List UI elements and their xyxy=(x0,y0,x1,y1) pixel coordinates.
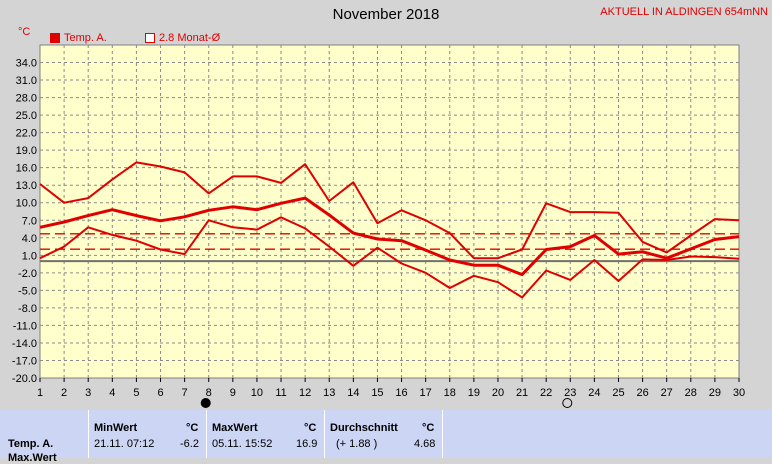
y-tick-label: 10.0 xyxy=(16,198,37,210)
stats-header-min-unit: °C xyxy=(186,422,199,434)
x-tick-label: 12 xyxy=(299,387,311,399)
stats-row-label: Temp. A. xyxy=(8,438,54,450)
y-tick-label: 31.0 xyxy=(16,75,37,87)
stats-header-min: MinWert xyxy=(94,422,138,434)
legend-item-monthly-mean: 2.8 Monat-Ø xyxy=(145,32,220,44)
stats-header-avg-unit: °C xyxy=(422,422,435,434)
stats-divider xyxy=(206,410,207,458)
new-moon-icon xyxy=(200,398,211,408)
y-tick-label: 22.0 xyxy=(16,128,37,140)
unit-label: °C xyxy=(18,26,31,38)
y-tick-label: 28.0 xyxy=(16,93,37,105)
x-tick-label: 29 xyxy=(709,387,721,399)
stats-max-time: 05.11. 15:52 xyxy=(212,438,273,450)
series-lines xyxy=(39,161,740,299)
full-moon-icon xyxy=(562,398,573,408)
stats-divider xyxy=(88,410,89,458)
x-tick-label: 21 xyxy=(516,387,528,399)
x-tick-label: 11 xyxy=(275,387,286,399)
y-tick-label: -8.0 xyxy=(18,303,37,315)
x-tick-label: 28 xyxy=(685,387,697,399)
x-tick-label: 2 xyxy=(61,387,67,399)
x-tick-label: 13 xyxy=(323,387,335,399)
y-tick-label: 19.0 xyxy=(16,145,37,157)
legend-item-temp: Temp. A. xyxy=(50,32,107,44)
legend-label-monthly-mean: 2.8 Monat-Ø xyxy=(159,32,221,44)
y-tick-label: -14.0 xyxy=(12,338,37,350)
stats-header-max-unit: °C xyxy=(304,422,317,434)
legend-label-temp: Temp. A. xyxy=(64,32,107,44)
series-line-min xyxy=(39,216,740,299)
x-tick-label: 30 xyxy=(733,387,745,399)
stats-header-avg: Durchschnitt xyxy=(330,422,398,434)
x-tick-label: 15 xyxy=(371,387,383,399)
x-tick-label: 24 xyxy=(588,387,600,399)
y-tick-label: 16.0 xyxy=(16,163,37,175)
y-tick-label: 4.0 xyxy=(22,233,37,245)
y-tick-label: -11.0 xyxy=(13,320,37,332)
x-tick-label: 18 xyxy=(444,387,456,399)
y-tick-label: -5.0 xyxy=(18,285,37,297)
legend-swatch-filled xyxy=(50,33,60,43)
y-tick-label: -2.0 xyxy=(18,268,37,280)
stats-avg-value: 4.68 xyxy=(414,438,436,450)
y-tick-label: 1.0 xyxy=(22,250,37,262)
x-tick-label: 4 xyxy=(109,387,115,399)
temperature-chart: 34.031.028.025.022.019.016.013.010.07.04… xyxy=(12,44,745,408)
x-tick-label: 5 xyxy=(133,387,139,399)
stats-header-max: MaxWert xyxy=(212,422,258,434)
y-tick-label: 7.0 xyxy=(22,215,37,227)
series-line-max xyxy=(39,161,740,260)
grid xyxy=(40,45,739,378)
stats-table: MinWert °C MaxWert °C Durchschnitt °C Te… xyxy=(0,410,772,464)
stats-divider xyxy=(442,410,443,458)
x-tick-label: 3 xyxy=(85,387,91,399)
legend-swatch-outline xyxy=(145,33,155,43)
x-tick-label: 10 xyxy=(251,387,263,399)
y-tick-label: 34.0 xyxy=(16,58,37,70)
x-tick-label: 14 xyxy=(347,387,359,399)
y-tick-label: -20.0 xyxy=(12,373,37,385)
x-tick-label: 1 xyxy=(37,387,43,399)
y-tick-label: 25.0 xyxy=(16,110,37,122)
x-tick-label: 20 xyxy=(492,387,504,399)
x-tick-label: 6 xyxy=(157,387,163,399)
x-tick-label: 23 xyxy=(564,387,576,399)
stats-row-label-2: Max.Wert xyxy=(8,452,57,464)
y-tick-label: 13.0 xyxy=(16,180,37,192)
x-tick-label: 16 xyxy=(395,387,407,399)
stats-max-value: 16.9 xyxy=(296,438,318,450)
stats-divider xyxy=(324,410,325,458)
x-tick-label: 17 xyxy=(420,387,432,399)
stats-avg-deviation: (+ 1.88 ) xyxy=(336,438,378,450)
x-tick-label: 19 xyxy=(468,387,480,399)
station-label: AKTUELL IN ALDINGEN 654mNN xyxy=(600,6,768,18)
chart-title: November 2018 xyxy=(332,6,440,23)
x-tick-label: 26 xyxy=(636,387,648,399)
x-tick-label: 9 xyxy=(230,387,236,399)
x-axis: 1 2 3 4 5 6 7 8 9 10 11 12 13 14 15 16 17 18 19 20 21 22 23 24 2… xyxy=(37,378,745,399)
x-tick-label: 22 xyxy=(540,387,552,399)
y-axis: 34.0 31.0 28.0 25.0 22.0 19.0 16.0 13.0 10.0 7.0 4… xyxy=(12,58,37,385)
series-line-mean xyxy=(39,196,740,277)
stats-min-time: 21.11. 07:12 xyxy=(94,438,155,450)
x-tick-label: 25 xyxy=(612,387,624,399)
x-tick-label: 8 xyxy=(206,387,212,399)
moon-phases xyxy=(200,398,573,408)
y-tick-label: -17.0 xyxy=(12,355,37,367)
x-tick-label: 7 xyxy=(182,387,188,399)
stats-min-value: -6.2 xyxy=(180,438,199,450)
x-tick-label: 27 xyxy=(661,387,673,399)
plot-area xyxy=(39,44,740,379)
